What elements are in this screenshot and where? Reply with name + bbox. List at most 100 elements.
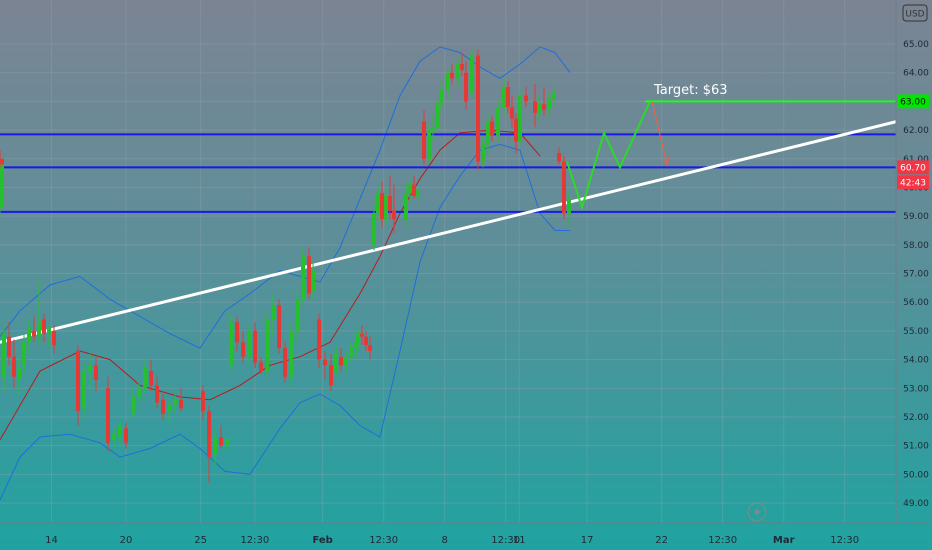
currency-label: USD xyxy=(905,10,924,20)
y-tick-label: 62.00 xyxy=(903,126,929,136)
y-tick-label: 58.00 xyxy=(903,241,929,251)
candle-body xyxy=(481,144,485,162)
x-tick-label: 12:30 xyxy=(369,535,398,546)
x-tick-label: 22 xyxy=(655,535,668,546)
candle-body xyxy=(356,333,360,343)
candle-body xyxy=(317,319,321,360)
candle-body xyxy=(557,153,561,162)
candle-body xyxy=(470,55,474,93)
candle-body xyxy=(435,104,439,128)
moving-average-line xyxy=(0,129,541,441)
candle-body xyxy=(0,158,4,165)
candle-body xyxy=(456,64,460,79)
candle-body xyxy=(0,158,4,188)
candle-body xyxy=(431,127,435,131)
horizontal-levels xyxy=(0,133,896,213)
x-tick-label: 12:30 xyxy=(708,535,737,546)
candle-body xyxy=(506,87,510,108)
projection-overlay xyxy=(566,100,896,211)
candle-body xyxy=(88,365,92,372)
candle-body xyxy=(219,437,223,446)
projection-path xyxy=(566,100,651,211)
candle-body xyxy=(404,193,408,219)
candle-body xyxy=(408,184,412,194)
bollinger-lower-line xyxy=(0,143,570,501)
candle-body xyxy=(476,55,480,162)
candle-body xyxy=(32,330,36,337)
candle-body xyxy=(510,107,514,119)
x-tick-label: 8 xyxy=(442,535,448,546)
candles xyxy=(0,49,571,483)
candle-body xyxy=(241,342,245,357)
candle-body xyxy=(12,356,16,377)
candle-body xyxy=(167,405,171,412)
trendline-group xyxy=(0,120,896,344)
y-tick-label: 61.00 xyxy=(903,155,929,165)
candle-body xyxy=(518,95,522,142)
candle-body xyxy=(380,193,384,219)
candle-body xyxy=(37,322,41,337)
x-tick-label: 12:30 xyxy=(240,535,269,546)
candle-body xyxy=(514,118,518,142)
trendline xyxy=(0,120,896,344)
candle-body xyxy=(360,333,364,337)
candle-body xyxy=(464,72,468,102)
indicators xyxy=(0,46,571,501)
candle-body xyxy=(271,305,275,320)
candle-body xyxy=(460,64,464,70)
candle-body xyxy=(329,365,333,386)
candle-body xyxy=(106,388,110,443)
candle-body xyxy=(173,399,177,406)
y-tick-label: 50.00 xyxy=(903,470,929,480)
candle-body xyxy=(149,371,153,386)
y-tick-label: 55.00 xyxy=(903,327,929,337)
y-tick-label: 57.00 xyxy=(903,270,929,280)
candle-body xyxy=(537,104,541,113)
candle-body xyxy=(542,104,546,110)
candle-body xyxy=(533,101,537,113)
candle-body xyxy=(161,399,165,415)
candle-body xyxy=(47,328,51,334)
candle-body xyxy=(496,107,500,136)
candle-body xyxy=(446,72,450,90)
candle-body xyxy=(368,345,372,351)
candle-body xyxy=(143,368,147,389)
candle-body xyxy=(427,130,431,159)
candle-body xyxy=(229,322,233,366)
candle-body xyxy=(388,196,392,211)
replay-icon[interactable] xyxy=(747,502,767,522)
candle-body xyxy=(344,356,348,366)
candle-body xyxy=(502,87,506,108)
candle-body xyxy=(0,187,4,202)
price-tag xyxy=(897,175,929,190)
candle-body xyxy=(552,92,556,99)
candle-body xyxy=(372,213,376,245)
x-tick-label: 12:30 xyxy=(491,535,520,546)
x-tick-label: 25 xyxy=(194,535,207,546)
candle-body xyxy=(253,330,257,363)
candle-body xyxy=(412,184,416,197)
candle-body xyxy=(112,434,116,440)
candle-body xyxy=(364,336,368,346)
candle-body xyxy=(301,256,305,300)
candle-body xyxy=(179,399,183,409)
candle-body xyxy=(323,359,327,366)
candle-body xyxy=(277,305,281,349)
y-tick-label: 53.00 xyxy=(903,384,929,394)
candle-body xyxy=(295,299,299,331)
currency-button[interactable]: USD xyxy=(902,4,928,22)
candle-body xyxy=(311,270,315,291)
candle-body xyxy=(155,385,159,403)
candle-body xyxy=(131,396,135,415)
plot-area xyxy=(0,46,896,501)
x-tick-label: 12:30 xyxy=(830,535,859,546)
y-tick-label: 65.00 xyxy=(903,40,929,50)
candle-body xyxy=(94,365,98,380)
candle-body xyxy=(124,428,128,443)
target-arrow xyxy=(651,101,668,165)
candle-body xyxy=(247,330,251,357)
candle-body xyxy=(450,72,454,79)
candle-body xyxy=(422,121,426,159)
price-tag-label: 63.00 xyxy=(900,97,926,107)
